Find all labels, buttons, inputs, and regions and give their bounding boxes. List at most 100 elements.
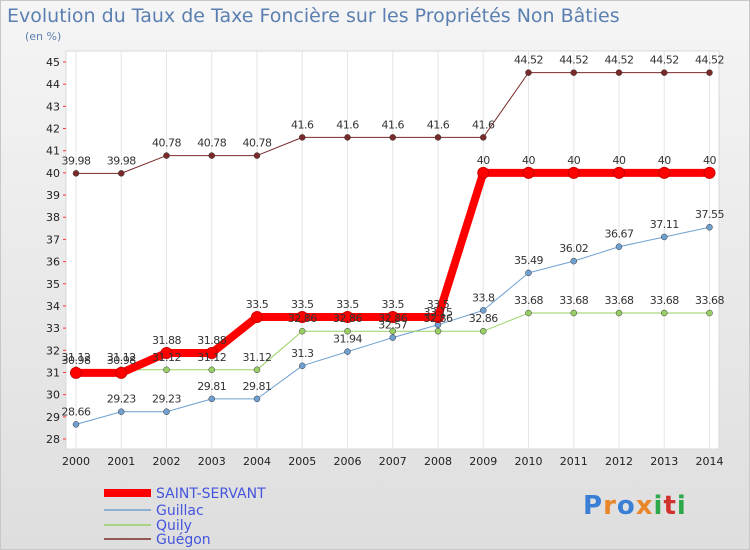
data-label: 35.49 <box>514 254 543 267</box>
data-point <box>525 69 532 76</box>
legend-label-guillac: Guillac <box>156 503 204 519</box>
y-tick-label: 31 <box>46 366 60 379</box>
x-tick-label: 2006 <box>334 455 362 468</box>
data-point <box>253 152 261 159</box>
data-label: 28.66 <box>62 405 91 418</box>
data-point <box>344 327 351 335</box>
y-tick-label: 41 <box>46 145 60 158</box>
data-point <box>118 170 125 177</box>
data-point <box>386 311 399 324</box>
data-label: 33.68 <box>514 294 543 307</box>
logo-letter: i <box>676 491 687 521</box>
data-point <box>251 311 263 324</box>
data-point <box>118 408 125 415</box>
data-label: 33.5 <box>427 298 450 311</box>
data-label: 40 <box>703 154 716 167</box>
y-tick-label: 29 <box>46 411 60 424</box>
data-label: 32.86 <box>378 312 407 325</box>
data-point <box>296 311 309 324</box>
data-point <box>341 311 354 324</box>
x-tick-label: 2001 <box>107 455 135 468</box>
data-label: 40 <box>477 154 490 167</box>
data-label: 37.55 <box>695 208 724 221</box>
data-label: 41.6 <box>382 118 405 131</box>
data-label: 41.6 <box>427 118 450 131</box>
x-tick-label: 2004 <box>243 455 271 468</box>
data-point <box>163 408 170 415</box>
data-point <box>661 309 668 317</box>
logo-letter: P <box>583 491 604 521</box>
data-point <box>299 134 306 141</box>
data-point <box>434 134 442 141</box>
y-tick-label: 36 <box>46 256 60 269</box>
data-point <box>525 269 532 277</box>
data-point <box>208 152 215 159</box>
data-point <box>613 166 625 179</box>
data-point <box>615 69 623 76</box>
data-point <box>480 307 487 314</box>
data-point <box>615 309 623 317</box>
data-label: 36.67 <box>605 228 634 241</box>
y-axis-unit: (en %) <box>25 30 62 43</box>
y-tick-label: 42 <box>46 123 60 136</box>
logo-letter: i <box>653 491 664 521</box>
data-point <box>253 366 261 374</box>
data-label: 29.23 <box>152 393 181 406</box>
data-point <box>208 366 215 374</box>
data-point <box>570 69 577 76</box>
legend-label-quily: Quily <box>156 518 192 534</box>
data-point <box>389 134 396 141</box>
y-tick-label: 45 <box>46 56 60 69</box>
data-label: 33.15 <box>424 306 453 319</box>
logo-letter: r <box>603 491 617 521</box>
data-point <box>160 346 173 359</box>
data-point <box>706 309 713 317</box>
data-point <box>299 362 306 370</box>
data-label: 44.52 <box>650 54 679 67</box>
data-label: 33.68 <box>695 294 724 307</box>
data-point <box>389 334 396 341</box>
x-tick-label: 2003 <box>198 455 226 468</box>
data-label: 44.52 <box>605 54 634 67</box>
data-point <box>661 233 668 241</box>
data-point <box>253 395 261 403</box>
legend-label-saint-servant: SAINT-SERVANT <box>156 486 266 502</box>
x-tick-label: 2005 <box>288 455 316 468</box>
data-label: 31.12 <box>197 351 226 364</box>
data-point <box>570 257 577 265</box>
data-point <box>344 348 351 355</box>
data-point <box>570 309 577 317</box>
data-label: 33.5 <box>336 298 359 311</box>
y-tick-label: 35 <box>46 278 60 291</box>
data-label: 29.81 <box>197 380 226 393</box>
y-tick-label: 37 <box>46 233 60 246</box>
data-point <box>344 134 351 141</box>
logo-letter: x <box>635 491 654 521</box>
data-label: 33.5 <box>291 298 314 311</box>
data-label: 31.12 <box>107 351 136 364</box>
data-point <box>703 166 716 179</box>
y-tick-label: 44 <box>46 78 60 91</box>
data-point <box>299 327 306 335</box>
data-label: 31.88 <box>197 334 226 347</box>
data-label: 31.12 <box>152 351 181 364</box>
data-point <box>432 311 444 324</box>
data-label: 36.02 <box>559 242 588 255</box>
data-label: 29.23 <box>107 393 136 406</box>
data-point <box>163 366 170 374</box>
data-label: 41.6 <box>336 118 359 131</box>
data-point <box>115 366 128 379</box>
data-point <box>525 309 532 317</box>
y-tick-label: 33 <box>46 322 60 335</box>
data-label: 32.57 <box>378 319 407 332</box>
data-label: 33.68 <box>559 294 588 307</box>
y-tick-label: 28 <box>46 433 60 446</box>
data-point <box>480 134 487 141</box>
data-point <box>615 243 623 250</box>
x-tick-label: 2012 <box>605 455 633 468</box>
legend-label-guégon: Guégon <box>156 532 211 548</box>
x-tick-label: 2002 <box>153 455 181 468</box>
data-point <box>477 166 490 179</box>
